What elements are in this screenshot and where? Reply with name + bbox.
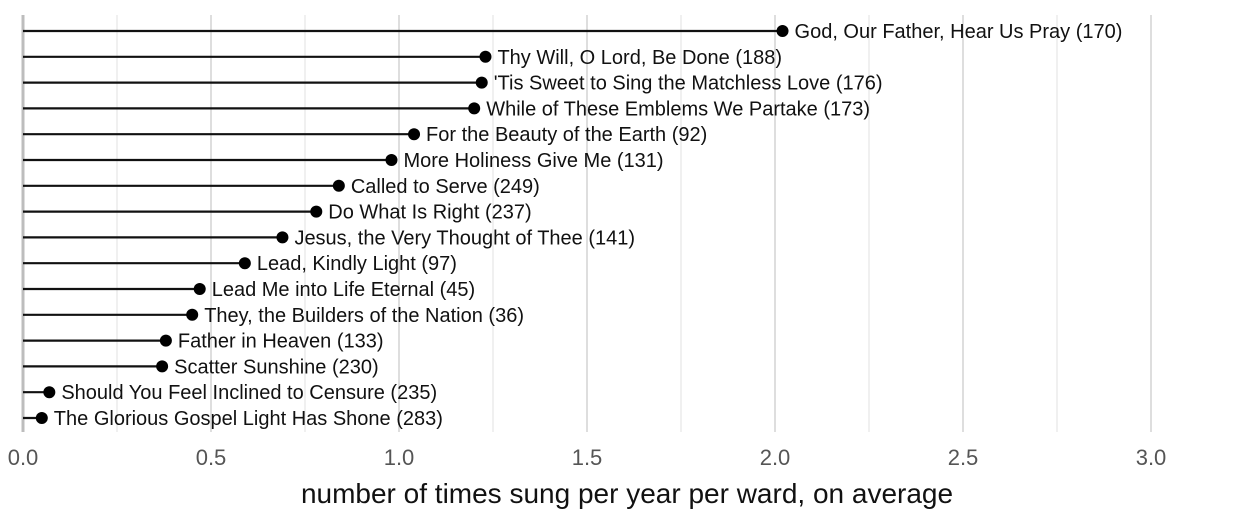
x-tick-label: 1.0 [384,445,415,470]
x-tick-label: 0.0 [8,445,39,470]
stem-layer [23,29,783,420]
hymn-label: More Holiness Give Me (131) [403,150,663,172]
lollipop-dot [186,308,199,321]
lollipop-dot [238,257,251,270]
hymn-label: Lead Me into Life Eternal (45) [212,279,476,301]
lollipop-dot [156,360,169,373]
x-tick-label: 2.0 [760,445,791,470]
hymn-label: Jesus, the Very Thought of Thee (141) [294,227,635,249]
hymn-label: For the Beauty of the Earth (92) [426,124,707,146]
lollipop-dot [385,154,398,166]
hymn-label: 'Tis Sweet to Sing the Matchless Love (1… [494,73,883,95]
x-tick-layer: 0.0 0.5 1.0 1.5 2.0 2.5 3.0 [8,445,1167,470]
lollipop-dot [276,231,289,244]
lollipop-dot [408,128,421,141]
hymn-label: Should You Feel Inclined to Censure (235… [61,382,437,404]
lollipop-dot [776,25,789,37]
hymn-label: Lead, Kindly Light (97) [257,253,457,275]
x-axis-title: number of times sung per year per ward, … [301,478,953,509]
lollipop-dot [35,412,48,424]
lollipop-dot [310,205,323,218]
x-tick-label: 3.0 [1136,445,1167,470]
hymn-label: Do What Is Right (237) [328,202,531,224]
lollipop-dot [332,179,345,192]
lollipop-dot [43,386,56,399]
hymn-label: Scatter Sunshine (230) [174,356,379,378]
label-layer: God, Our Father, Hear Us Pray (170) Thy W… [54,21,1123,430]
x-tick-label: 0.5 [196,445,227,470]
grid-layer [21,15,1152,432]
hymn-label: The Glorious Gospel Light Has Shone (283… [54,408,443,430]
hymn-label: God, Our Father, Hear Us Pray (170) [795,21,1123,43]
lollipop-dot [475,76,488,89]
hymn-label: Called to Serve (249) [351,176,540,198]
lollipop-dot [468,102,481,115]
hymn-label: Father in Heaven (133) [178,331,384,353]
x-tick-label: 1.5 [572,445,603,470]
lollipop-dot [479,50,492,63]
lollipop-dot [193,283,206,295]
dot-layer [35,25,789,424]
hymn-label: While of These Emblems We Partake (173) [486,98,870,120]
lollipop-dot [159,334,172,347]
hymn-label: Thy Will, O Lord, Be Done (188) [497,47,782,69]
x-tick-label: 2.5 [948,445,979,470]
hymn-label: They, the Builders of the Nation (36) [204,305,524,327]
